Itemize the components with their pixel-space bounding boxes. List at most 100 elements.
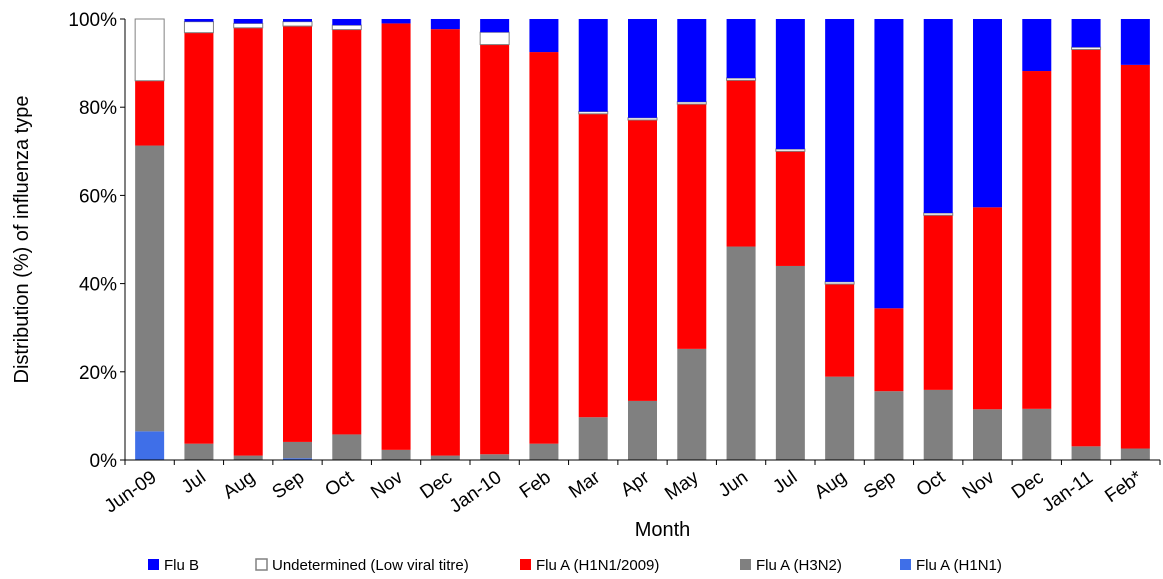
x-tick-label: Mar [565, 467, 604, 503]
bar-segment-flu-a-h3n2 [1120, 448, 1150, 460]
bar-segment-flu-a-h3n2 [973, 409, 1002, 460]
bar-stack-nov-17 [973, 19, 1002, 460]
bar-segment-flu-b [480, 19, 510, 33]
bar-segment-flu-a-h3n2 [775, 265, 805, 460]
bar-segment-flu-a-h1n1-2009 [135, 80, 165, 146]
bar-segment-undetermined-low-viral-titre [233, 22, 264, 29]
bar-stack-jan-11-19 [1071, 19, 1102, 460]
x-tick-label: Nov [959, 467, 999, 504]
bar-segment-flu-a-h3n2 [923, 389, 953, 460]
bar-segment-undetermined-low-viral-titre [923, 212, 954, 216]
bar-stack-oct-16 [923, 19, 954, 460]
bar-stack-mar-9 [578, 19, 609, 460]
legend-label-flu-a-h1n1: Flu A (H1N1) [916, 557, 1002, 574]
bar-segment-flu-a-h3n2 [332, 434, 362, 460]
bar-segment-undetermined-low-viral-titre [676, 101, 707, 105]
y-axis-ticks: 0% 20% 40% 60% 80% 100% [68, 10, 125, 472]
bar-segment-flu-b [775, 19, 805, 150]
bar-segment-flu-a-h1n1-2009 [529, 52, 559, 444]
bar-segment-flu-a-h3n2 [184, 443, 214, 460]
x-tick-label: Feb* [1101, 467, 1146, 508]
bar-segment-flu-a-h3n2 [578, 417, 608, 460]
x-tick-label: Jan-10 [446, 467, 506, 518]
bar-segment-flu-a-h3n2 [1022, 408, 1052, 460]
bar-segment-flu-b [923, 19, 953, 214]
bar-stack-jul-13 [775, 19, 806, 460]
bar-segment-undetermined-low-viral-titre [1071, 46, 1102, 50]
bar-segment-flu-a-h1n1-2009 [1022, 71, 1052, 409]
bars-layer [134, 18, 1150, 460]
x-tick-label: Nov [367, 467, 407, 504]
bar-segment-flu-b [726, 19, 756, 79]
legend-swatch-flu-a-h1n1-2009 [520, 559, 531, 570]
bar-segment-flu-b [1120, 19, 1150, 65]
legend: Flu B Undetermined (Low viral titre) Flu A… [148, 557, 1002, 574]
bar-segment-flu-a-h1n1-2009 [874, 308, 904, 392]
legend-swatch-flu-a-h3n2 [740, 559, 751, 570]
bar-segment-flu-a-h3n2 [135, 145, 165, 432]
x-tick-label: Sep [269, 467, 309, 504]
legend-swatch-flu-b [148, 559, 159, 570]
bar-segment-flu-b [283, 19, 312, 22]
bar-segment-flu-a-h1n1-2009 [677, 104, 707, 349]
y-tick-label: 60% [79, 186, 117, 207]
bar-segment-flu-a-h1n1-2009 [923, 215, 953, 390]
bar-segment-flu-b [628, 19, 657, 118]
x-tick-label: Jun [715, 467, 752, 502]
bar-segment-undetermined-low-viral-titre [578, 111, 609, 115]
y-tick-label: 40% [79, 275, 117, 296]
axes-layer [124, 19, 1160, 461]
y-axis-title: Distribution (%) of influenza type [11, 96, 33, 384]
bar-stack-apr-10 [627, 19, 658, 460]
bar-segment-flu-a-h1n1-2009 [726, 80, 756, 247]
bar-segment-flu-b [578, 19, 608, 112]
bar-segment-flu-a-h1n1-2009 [628, 119, 657, 401]
bar-segment-flu-a-h3n2 [825, 376, 855, 460]
bar-stack-may-11 [676, 19, 707, 460]
y-tick-label: 20% [79, 363, 117, 384]
bar-segment-flu-a-h1n1-2009 [1120, 64, 1150, 449]
legend-label-flu-a-h1n1-2009: Flu A (H1N1/2009) [536, 557, 659, 574]
x-tick-label: Jun-09 [101, 467, 161, 518]
bar-stack-dec-18 [1022, 19, 1052, 460]
y-tick-label: 80% [79, 98, 117, 119]
bar-segment-undetermined-low-viral-titre [134, 18, 165, 82]
bar-segment-flu-a-h1n1-2009 [1071, 49, 1101, 447]
bar-stack-sep-15 [874, 19, 904, 460]
bar-segment-flu-a-h1n1-2009 [381, 23, 411, 450]
bar-stack-jan-10-7 [479, 19, 510, 460]
bar-segment-flu-a-h1n1-2009 [184, 32, 214, 444]
bar-segment-flu-b [233, 19, 263, 24]
bar-segment-undetermined-low-viral-titre [627, 117, 658, 121]
x-tick-label: Aug [811, 467, 851, 504]
bar-segment-flu-a-h3n2 [283, 441, 312, 459]
bar-segment-flu-a-h1n1-2009 [233, 27, 263, 456]
x-tick-label: Oct [321, 466, 358, 501]
bar-segment-undetermined-low-viral-titre [479, 31, 510, 46]
bar-stack-jul-1 [183, 19, 214, 460]
bar-segment-flu-b [825, 19, 855, 282]
bar-segment-flu-b [874, 19, 904, 309]
bar-segment-flu-a-h1n1-2009 [775, 151, 805, 266]
x-tick-label: Oct [913, 466, 950, 501]
bar-segment-undetermined-low-viral-titre [726, 77, 757, 81]
bar-segment-flu-b [529, 19, 559, 53]
legend-label-flu-b: Flu B [164, 557, 199, 574]
x-tick-label: Jan-11 [1038, 467, 1096, 517]
x-tick-label: Aug [219, 467, 259, 504]
bar-segment-flu-a-h1n1-2009 [480, 44, 510, 455]
bar-segment-flu-a-h3n2 [628, 400, 657, 460]
y-tick-label: 100% [68, 10, 117, 31]
bar-stack-nov-5 [381, 19, 411, 460]
x-tick-label: Sep [860, 467, 900, 504]
bar-segment-flu-a-h3n2 [874, 391, 904, 460]
bar-stack-jun-09-0 [134, 18, 165, 460]
bar-segment-flu-a-h1n1-2009 [973, 207, 1002, 410]
bar-stack-aug-14 [824, 19, 855, 460]
bar-segment-undetermined-low-viral-titre [824, 281, 855, 285]
bar-stack-jun-12 [726, 19, 757, 460]
legend-label-flu-a-h3n2: Flu A (H3N2) [756, 557, 842, 574]
bar-segment-flu-b [430, 19, 460, 30]
